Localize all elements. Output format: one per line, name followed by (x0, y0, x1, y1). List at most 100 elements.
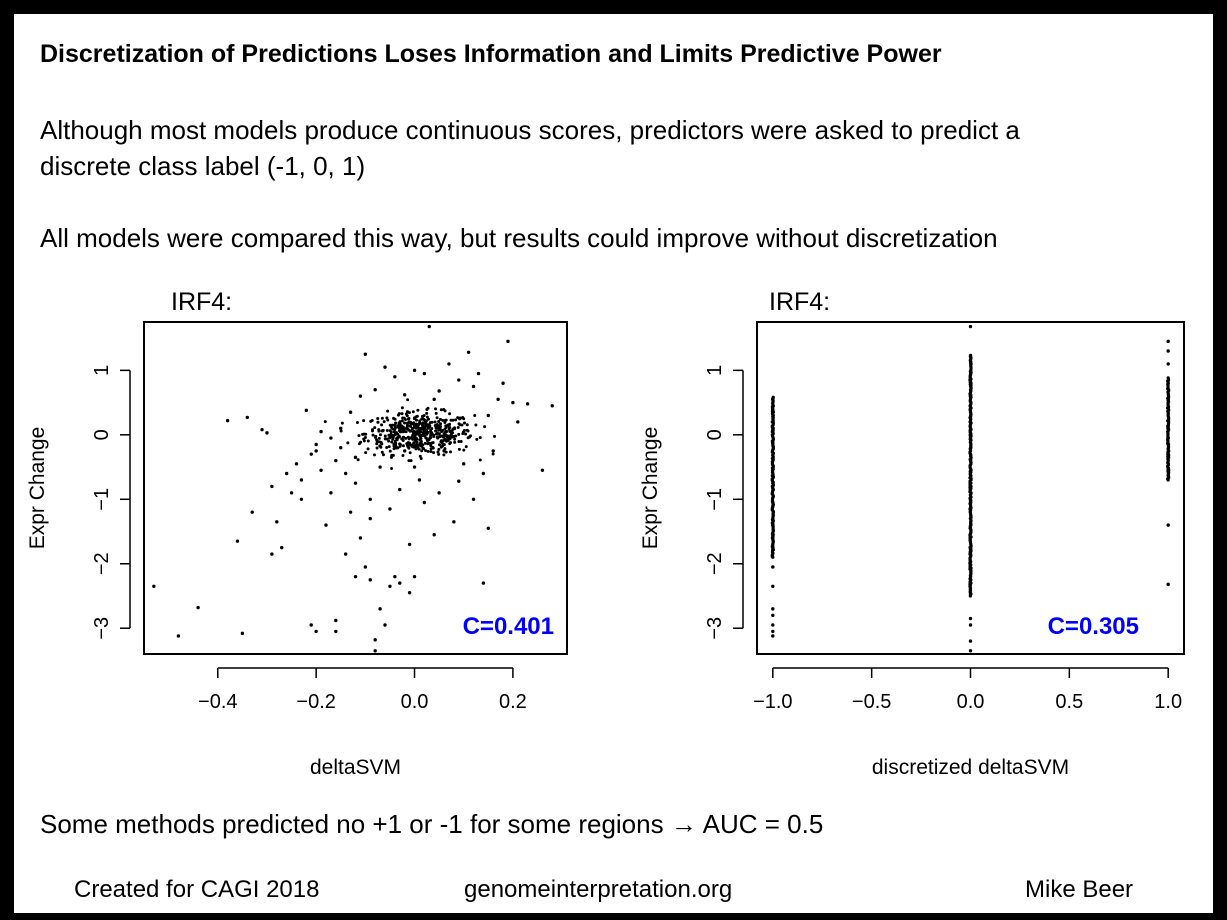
data-point (441, 435, 445, 439)
data-point (445, 435, 449, 439)
data-point (235, 539, 240, 543)
data-point (353, 574, 358, 579)
data-point (393, 375, 397, 379)
data-point (392, 416, 396, 420)
data-point (442, 443, 446, 447)
data-point (444, 430, 448, 434)
data-point (432, 397, 436, 402)
data-point (388, 436, 392, 440)
x-tick-label: 0.5 (1055, 691, 1083, 713)
data-point (968, 324, 973, 329)
data-point (391, 453, 395, 457)
data-point (418, 454, 422, 458)
data-point (437, 425, 441, 429)
data-point (486, 526, 491, 530)
data-point (401, 416, 405, 420)
data-points (770, 324, 1171, 653)
x-tick-label: 0.0 (957, 691, 985, 713)
data-point (435, 435, 439, 439)
data-point (412, 465, 417, 469)
data-point (771, 623, 775, 627)
data-point (437, 452, 441, 456)
data-point (358, 394, 363, 398)
data-point (444, 450, 448, 454)
data-point (176, 634, 181, 638)
data-point (457, 378, 461, 382)
data-point (423, 441, 427, 445)
data-point (415, 440, 419, 444)
data-point (419, 443, 423, 447)
data-point (309, 452, 313, 456)
data-point (430, 427, 434, 431)
footer-website: genomeinterpretation.org (464, 876, 733, 903)
chart-title: IRF4: (171, 288, 232, 316)
data-point (1166, 523, 1170, 527)
data-point (419, 457, 423, 461)
data-point (383, 365, 387, 369)
data-point (422, 431, 426, 435)
data-point (460, 423, 464, 427)
data-point (464, 445, 468, 449)
data-point (457, 447, 461, 451)
data-point (412, 574, 417, 579)
data-point (314, 449, 318, 453)
data-point (388, 584, 392, 589)
data-point (405, 423, 409, 427)
data-point (435, 431, 439, 435)
footer-author: Mike Beer (1025, 876, 1134, 903)
data-point (430, 420, 434, 424)
data-point (550, 404, 554, 408)
data-point (376, 420, 380, 424)
data-point (437, 491, 441, 495)
data-point (299, 478, 304, 482)
data-point (422, 500, 427, 505)
data-point (486, 413, 491, 418)
data-point (400, 412, 404, 416)
data-point (421, 424, 425, 428)
chart-title: IRF4: (769, 288, 830, 316)
data-point (374, 434, 378, 438)
data-point (493, 434, 497, 438)
x-tick-label: 0.2 (499, 691, 527, 713)
data-point (329, 491, 333, 495)
data-point (382, 420, 386, 424)
data-point (304, 408, 309, 413)
data-point (422, 371, 427, 376)
data-point (402, 393, 407, 397)
data-point (444, 424, 448, 428)
data-point (496, 397, 500, 402)
data-point (357, 442, 361, 446)
data-point (289, 491, 294, 495)
data-point (240, 631, 245, 636)
data-point (423, 425, 427, 429)
data-point (376, 416, 380, 420)
data-point (405, 443, 409, 447)
data-point (407, 446, 411, 450)
data-point (426, 406, 430, 410)
x-tick-label: −0.2 (296, 691, 335, 713)
data-point (1166, 339, 1170, 344)
x-tick-label: −0.4 (198, 691, 237, 713)
data-point (334, 629, 338, 634)
data-point (431, 441, 435, 445)
data-point (403, 421, 407, 425)
data-point (378, 433, 382, 437)
data-point (250, 510, 254, 514)
y-tick-label: −1 (91, 488, 113, 511)
data-point (474, 423, 478, 427)
data-point (442, 432, 446, 436)
data-point (416, 408, 420, 412)
data-point (439, 408, 443, 412)
data-point (392, 447, 396, 451)
data-point (771, 629, 775, 634)
data-point (270, 484, 274, 489)
data-point (356, 458, 360, 462)
data-point (387, 445, 391, 449)
bottom-note: Some methods predicted no +1 or -1 for s… (40, 809, 824, 839)
data-point (324, 523, 328, 527)
data-point (441, 418, 445, 422)
data-point (314, 442, 318, 447)
data-point (437, 447, 441, 451)
data-point (407, 417, 411, 421)
data-point (393, 443, 397, 447)
